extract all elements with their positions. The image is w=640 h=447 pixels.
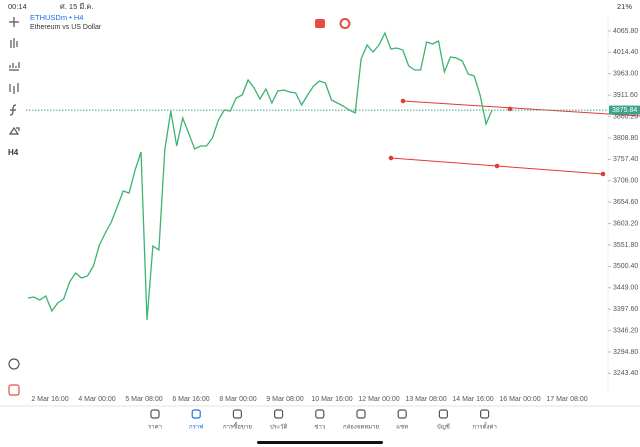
nav-icon[interactable]: [397, 409, 407, 419]
price-label: 3911.60: [613, 92, 638, 99]
price-label: 3706.00: [613, 178, 638, 185]
trendline-point[interactable]: [600, 171, 606, 177]
time-label: 9 Mar 08:00: [266, 396, 303, 403]
buy-sell-icon[interactable]: [315, 19, 325, 28]
trendline[interactable]: [402, 100, 640, 117]
symbol[interactable]: ETHUSDm • H4: [30, 13, 83, 22]
app-icon[interactable]: [8, 384, 20, 396]
nav-icon[interactable]: [150, 409, 160, 419]
nav-icon[interactable]: [191, 409, 201, 419]
price-line-series: [27, 31, 493, 321]
nav-icon[interactable]: [315, 409, 325, 419]
price-label: 3294.80: [613, 349, 638, 356]
price-label: 3963.00: [613, 71, 638, 78]
time-label: 10 Mar 16:00: [311, 396, 352, 403]
price-label: 3808.80: [613, 135, 638, 142]
trendline-point[interactable]: [388, 155, 394, 161]
shapes-icon[interactable]: [8, 126, 20, 135]
crosshair-icon[interactable]: [9, 17, 19, 27]
trendline-point[interactable]: [400, 98, 406, 104]
time-label: 8 Mar 00:00: [219, 396, 256, 403]
current-price: 3875.84: [612, 107, 637, 114]
search-icon[interactable]: [8, 358, 20, 370]
nav-label[interactable]: กราฟ: [189, 424, 203, 431]
time-label: 17 Mar 08:00: [546, 396, 587, 403]
nav-label[interactable]: กล่องจดหมาย: [343, 424, 379, 431]
one-click-icon[interactable]: [339, 18, 351, 29]
nav-label[interactable]: การตั้งค่า: [472, 421, 496, 431]
nav-label[interactable]: การซื้อขาย: [223, 421, 252, 431]
price-label: 3603.20: [613, 220, 638, 227]
price-label: 3500.40: [613, 263, 638, 270]
price-label: 3346.20: [613, 327, 638, 334]
price-label: 4065.80: [613, 28, 638, 35]
symbol-description: Ethereum vs US Dollar: [30, 24, 102, 31]
nav-icons: [150, 409, 490, 419]
time-label: 2 Mar 16:00: [31, 396, 68, 403]
time-label: 12 Mar 00:00: [358, 396, 399, 403]
function-icon[interactable]: [9, 104, 17, 116]
timeframe-button[interactable]: H4: [8, 148, 19, 157]
price-label: 3449.00: [613, 285, 638, 292]
price-label: 3757.40: [613, 156, 638, 163]
indicators-icon[interactable]: [9, 62, 20, 71]
time-label: 14 Mar 16:00: [452, 396, 493, 403]
nav-icon[interactable]: [232, 409, 242, 419]
price-label: 3397.60: [613, 306, 638, 313]
price-tag: [609, 105, 640, 115]
left-toolbar: [8, 17, 20, 396]
price-label: 3243.40: [613, 370, 638, 377]
price-label: 3551.80: [613, 242, 638, 249]
time-label: 4 Mar 00:00: [78, 396, 115, 403]
chart-type-icon[interactable]: [10, 38, 18, 48]
price-label: 3860.20: [613, 113, 638, 120]
trendlines: [388, 98, 640, 177]
nav-label[interactable]: ข่าว: [314, 424, 325, 431]
trendline-point[interactable]: [494, 163, 500, 169]
time-label: 16 Mar 00:00: [499, 396, 540, 403]
time-label: 13 Mar 08:00: [405, 396, 446, 403]
price-label: 4014.40: [613, 49, 638, 56]
time-label: 6 Mar 16:00: [172, 396, 209, 403]
nav-label[interactable]: แชท: [396, 424, 408, 431]
status-time: 00:14: [8, 2, 27, 11]
time-label: 5 Mar 08:00: [125, 396, 162, 403]
battery: 21%: [617, 2, 632, 11]
nav-icon[interactable]: [274, 409, 284, 419]
home-indicator: [257, 441, 383, 444]
nav-icon[interactable]: [356, 409, 366, 419]
nav-icon[interactable]: [438, 409, 448, 419]
nav-label[interactable]: บัญชี: [437, 423, 450, 431]
price-label: 3654.60: [613, 199, 638, 206]
objects-icon[interactable]: [9, 83, 19, 94]
nav-icon[interactable]: [480, 409, 490, 419]
status-date: ศ. 15 มี.ค.: [60, 2, 93, 11]
nav-label[interactable]: ประวัติ: [270, 424, 288, 431]
nav-label[interactable]: ราคา: [148, 424, 162, 431]
